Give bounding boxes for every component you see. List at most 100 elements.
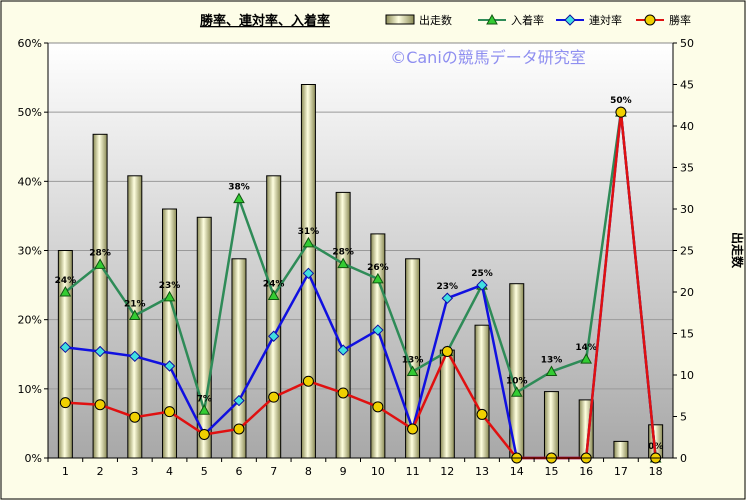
data-label: 7% xyxy=(197,394,212,404)
point xyxy=(268,391,280,403)
x-tick-label: 4 xyxy=(166,465,173,478)
x-tick-label: 15 xyxy=(544,465,558,478)
x-tick-label: 9 xyxy=(340,465,347,478)
data-label: 38% xyxy=(228,183,250,193)
bar xyxy=(196,216,212,459)
point xyxy=(372,401,384,413)
point xyxy=(94,258,106,269)
watermark: ©Caniの競馬データ研究室 xyxy=(390,48,586,67)
point xyxy=(580,353,593,364)
point xyxy=(476,408,488,420)
y2-tick-label: 50 xyxy=(680,37,694,50)
x-tick-label: 7 xyxy=(270,465,277,478)
y-tick-label: 30% xyxy=(18,245,42,258)
point xyxy=(441,345,453,357)
y2-tick-label: 10 xyxy=(680,369,694,382)
y2-axis-title: 出走数 xyxy=(730,232,745,269)
point xyxy=(59,341,72,354)
data-label: 13% xyxy=(541,356,563,366)
y2-tick-label: 5 xyxy=(680,411,687,424)
point xyxy=(372,324,384,336)
series-line xyxy=(64,110,657,459)
point xyxy=(486,13,498,25)
x-tick-label: 1 xyxy=(62,465,69,478)
point xyxy=(337,344,349,356)
bar xyxy=(439,349,455,459)
x-tick-label: 6 xyxy=(235,465,242,478)
x-tick-label: 2 xyxy=(97,465,104,478)
data-label: 24% xyxy=(263,279,285,289)
bar xyxy=(266,175,282,459)
x-tick-label: 11 xyxy=(406,465,420,478)
x-tick-label: 17 xyxy=(614,465,628,478)
point xyxy=(545,365,558,377)
y-tick-label: 10% xyxy=(18,383,42,396)
bar xyxy=(543,391,559,459)
point xyxy=(337,257,349,269)
point xyxy=(407,423,419,435)
point xyxy=(164,406,176,418)
point xyxy=(267,330,280,342)
legend: 出走数 入着率 連対率 勝率 xyxy=(385,13,691,27)
legend-label: 出走数 xyxy=(419,13,452,27)
data-label: 28% xyxy=(89,248,111,258)
x-tick-label: 13 xyxy=(475,465,489,478)
point xyxy=(129,411,141,423)
data-label: 14% xyxy=(575,343,597,353)
x-tick-label: 16 xyxy=(579,465,593,478)
y2-tick-label: 45 xyxy=(680,79,694,92)
grid xyxy=(48,111,673,390)
y2-tick-label: 35 xyxy=(680,162,694,175)
y2-tick-label: 40 xyxy=(680,120,694,133)
data-label: 13% xyxy=(402,356,424,366)
point xyxy=(302,267,315,280)
point xyxy=(198,404,211,415)
point xyxy=(163,360,176,372)
legend-label: 勝率 xyxy=(669,13,691,27)
data-label: 31% xyxy=(298,227,320,237)
point xyxy=(94,399,106,411)
data-label: 28% xyxy=(332,248,354,258)
axes: 0%10%20%30%40%50%60%05101520253035404550… xyxy=(18,37,694,478)
point xyxy=(163,290,176,302)
point xyxy=(233,192,245,204)
bar xyxy=(613,440,629,459)
legend-label: 入着率 xyxy=(511,13,544,27)
point xyxy=(267,289,280,300)
point xyxy=(510,386,523,397)
x-tick-label: 14 xyxy=(510,465,524,478)
point xyxy=(302,236,315,248)
point xyxy=(59,285,72,297)
point xyxy=(644,14,656,26)
data-label: 25% xyxy=(471,269,493,279)
point xyxy=(476,279,488,291)
data-label: 10% xyxy=(506,376,528,386)
x-tick-label: 18 xyxy=(649,465,663,478)
point xyxy=(233,394,245,407)
legend-swatch xyxy=(385,14,415,25)
bar xyxy=(335,191,351,459)
y-tick-label: 50% xyxy=(18,106,42,119)
y2-tick-label: 15 xyxy=(680,328,694,341)
data-label: 23% xyxy=(437,282,459,292)
y2-tick-label: 30 xyxy=(680,203,694,216)
point xyxy=(372,272,384,284)
point xyxy=(128,309,141,321)
bar xyxy=(474,324,490,459)
y-tick-label: 0% xyxy=(25,452,42,465)
y2-tick-label: 20 xyxy=(680,286,694,299)
data-label: 21% xyxy=(124,300,146,310)
data-label: 26% xyxy=(367,263,389,273)
point xyxy=(233,423,245,435)
data-label: 50% xyxy=(610,96,632,106)
bar xyxy=(162,208,178,459)
x-tick-label: 12 xyxy=(440,465,454,478)
y2-tick-label: 25 xyxy=(680,245,694,258)
x-tick-label: 10 xyxy=(371,465,385,478)
point xyxy=(615,106,627,118)
point xyxy=(441,292,454,304)
x-tick-label: 5 xyxy=(201,465,208,478)
point xyxy=(198,428,210,440)
